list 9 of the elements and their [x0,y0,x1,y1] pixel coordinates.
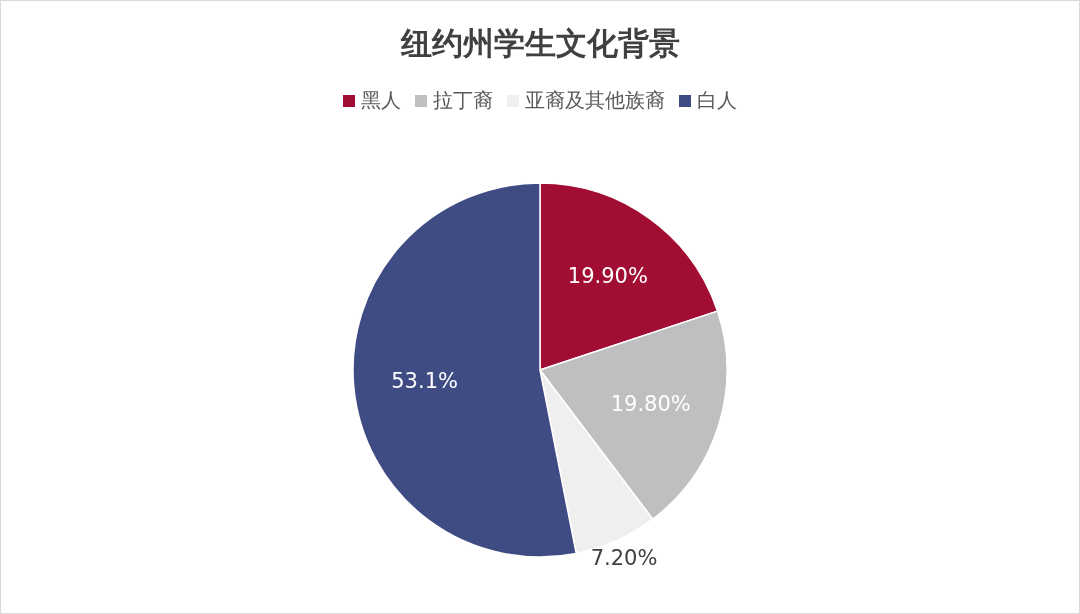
legend-label: 白人 [697,88,737,112]
data-label: 19.90% [567,263,648,288]
legend-label: 亚裔及其他族裔 [525,88,665,112]
chart-title: 纽约州学生文化背景 [399,25,680,61]
data-label: 7.20% [590,545,658,570]
data-label: 19.80% [610,392,691,417]
data-label: 53.1% [391,369,458,394]
legend-label: 黑人 [361,88,401,112]
legend-label: 拉丁裔 [433,88,493,112]
